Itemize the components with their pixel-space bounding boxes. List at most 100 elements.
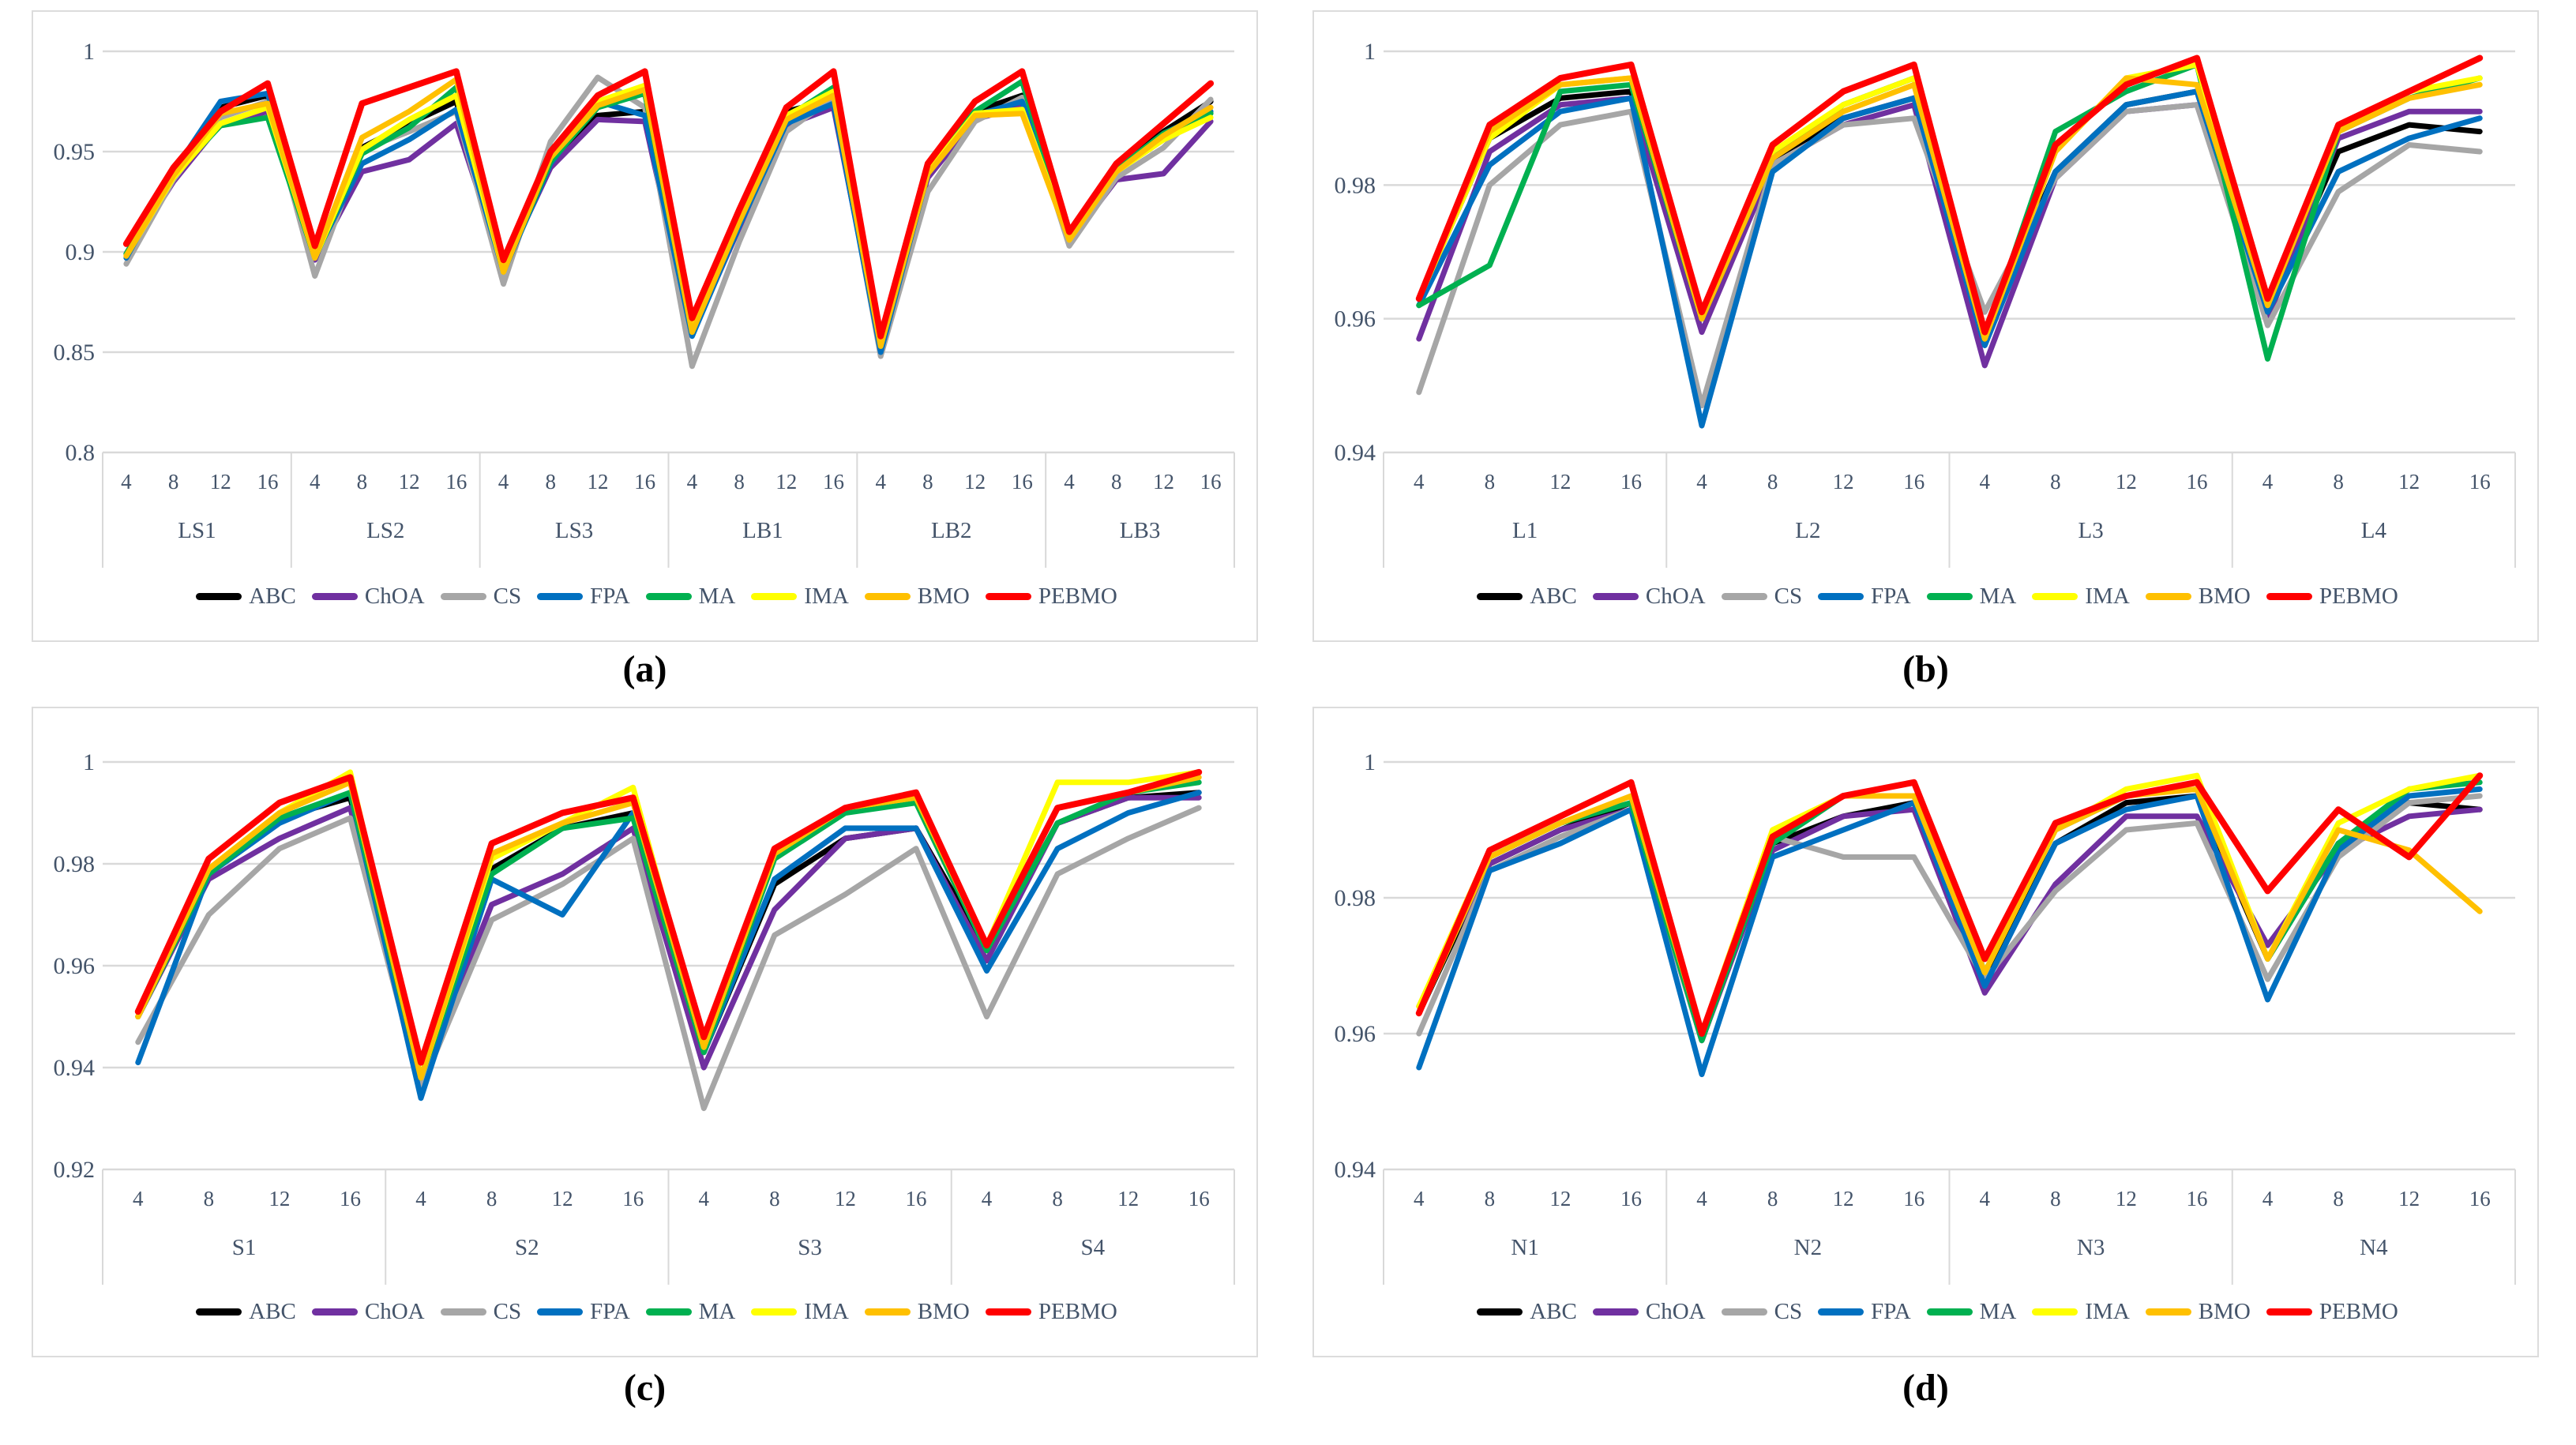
legend-swatch-ChOA xyxy=(1592,1308,1639,1316)
x-tick-label: 8 xyxy=(168,470,179,494)
series-line-PEBMO xyxy=(1415,54,2484,336)
x-group-label-N2: N2 xyxy=(1794,1235,1822,1260)
series-line-PEBMO xyxy=(1415,772,2484,1037)
legend-label-PEBMO: PEBMO xyxy=(1038,584,1117,609)
legend-item-ABC: ABC xyxy=(196,584,296,610)
series-line-PEBMO xyxy=(134,768,1203,1066)
legend-swatch-MA xyxy=(645,593,692,600)
legend-item-ABC: ABC xyxy=(196,1299,296,1325)
x-tick-label: 8 xyxy=(1485,1187,1496,1210)
x-tick-label: 4 xyxy=(1696,470,1707,494)
x-tick-label: 12 xyxy=(552,1187,573,1210)
legend-swatch-BMO xyxy=(864,1308,911,1316)
caption-b: (b) xyxy=(1902,648,1949,690)
legend-item-ChOA: ChOA xyxy=(311,1299,425,1325)
x-tick-label: 16 xyxy=(1903,1187,1924,1210)
x-tick-label: 4 xyxy=(1980,1187,1991,1210)
x-tick-label: 16 xyxy=(823,470,844,494)
legend-swatch-ChOA xyxy=(311,1308,358,1316)
series-line-CS xyxy=(135,805,1202,1112)
legend-label-ChOA: ChOA xyxy=(364,584,425,609)
legend-label-CS: CS xyxy=(1774,1299,1803,1324)
legend-swatch-MA xyxy=(1926,1308,1973,1316)
x-tick-label: 12 xyxy=(268,1187,290,1210)
x-tick-label: 16 xyxy=(2469,470,2491,494)
x-tick-label: 16 xyxy=(445,470,467,494)
legend-item-IMA: IMA xyxy=(751,584,849,610)
legend-label-FPA: FPA xyxy=(1871,1299,1911,1324)
y-axis-label-0.98: 0.98 xyxy=(1335,885,1376,911)
chart-a-legend: ABC ChOA CS FPA MA IMA BMO PEBMO xyxy=(81,584,1233,610)
x-tick-label: 4 xyxy=(1980,470,1991,494)
x-tick-label: 8 xyxy=(1485,470,1496,494)
x-tick-label: 16 xyxy=(2186,470,2207,494)
legend-item-ABC: ABC xyxy=(1477,584,1577,610)
y-axis-label-0.96: 0.96 xyxy=(1335,1021,1376,1047)
caption-d: (d) xyxy=(1902,1367,1949,1409)
x-tick-label: 12 xyxy=(1117,1187,1139,1210)
x-tick-label: 4 xyxy=(687,470,698,494)
y-axis-label-0.95: 0.95 xyxy=(54,139,96,165)
legend-label-ABC: ABC xyxy=(1530,584,1577,609)
y-axis-label-0.96: 0.96 xyxy=(54,953,96,979)
x-tick-label: 4 xyxy=(982,1187,993,1210)
legend-swatch-PEBMO xyxy=(985,1308,1031,1316)
legend-label-ABC: ABC xyxy=(1530,1299,1577,1324)
x-tick-label: 12 xyxy=(2116,470,2137,494)
legend-swatch-BMO xyxy=(2145,1308,2191,1316)
y-axis-label-0.94: 0.94 xyxy=(54,1055,96,1081)
legend-label-BMO: BMO xyxy=(2198,584,2251,609)
legend-swatch-CS xyxy=(440,593,486,600)
x-tick-label: 12 xyxy=(2116,1187,2137,1210)
chart-d-legend: ABC ChOA CS FPA MA IMA BMO PEBMO xyxy=(1361,1299,2514,1325)
legend-swatch-IMA xyxy=(2032,593,2078,600)
legend-item-MA: MA xyxy=(1926,584,2017,610)
legend-label-MA: MA xyxy=(698,1299,736,1324)
legend-item-PEBMO: PEBMO xyxy=(985,1299,1117,1325)
legend-label-MA: MA xyxy=(1979,584,2017,609)
y-axis-label-0.8: 0.8 xyxy=(66,440,96,466)
x-tick-label: 16 xyxy=(2186,1187,2207,1210)
legend-label-PEBMO: PEBMO xyxy=(1038,1299,1117,1324)
x-tick-label: 16 xyxy=(1903,470,1924,494)
y-axis-label-1: 1 xyxy=(1364,39,1376,65)
legend-swatch-IMA xyxy=(751,593,798,600)
legend-label-BMO: BMO xyxy=(917,1299,970,1324)
legend-item-ABC: ABC xyxy=(1477,1299,1577,1325)
x-tick-label: 4 xyxy=(699,1187,710,1210)
series-line-FPA xyxy=(1416,88,2483,429)
legend-swatch-BMO xyxy=(2145,593,2191,600)
x-tick-label: 16 xyxy=(622,1187,644,1210)
x-tick-label: 12 xyxy=(775,470,797,494)
x-group-label-L1: L1 xyxy=(1512,518,1538,543)
legend-item-CS: CS xyxy=(1721,584,1803,610)
x-tick-label: 12 xyxy=(964,470,986,494)
x-group-label-LB1: LB1 xyxy=(742,518,783,543)
y-axis-label-1: 1 xyxy=(83,39,95,65)
x-tick-label: 16 xyxy=(1200,470,1222,494)
chart-panel-d: 1 0.98 0.96 0.94 4 8 12 16 N1 4 8 12 16 N2 4 8 12 16 N3 4 8 1… xyxy=(1312,707,2539,1357)
x-group-label-L2: L2 xyxy=(1795,518,1820,543)
x-group-label-LB3: LB3 xyxy=(1120,518,1161,543)
x-group-label-LS1: LS1 xyxy=(178,518,216,543)
legend-item-IMA: IMA xyxy=(2032,584,2130,610)
x-group-label-S4: S4 xyxy=(1081,1235,1106,1260)
legend-item-BMO: BMO xyxy=(2145,584,2251,610)
y-axis-label-0.92: 0.92 xyxy=(54,1157,96,1183)
legend-swatch-CS xyxy=(1721,1308,1767,1316)
legend-swatch-PEBMO xyxy=(985,593,1031,600)
legend-item-IMA: IMA xyxy=(751,1299,849,1325)
legend-swatch-FPA xyxy=(1818,593,1864,600)
x-tick-label: 12 xyxy=(1549,1187,1571,1210)
legend-swatch-PEBMO xyxy=(2266,593,2312,600)
x-group-label-N1: N1 xyxy=(1511,1235,1538,1260)
legend-item-IMA: IMA xyxy=(2032,1299,2130,1325)
x-tick-label: 4 xyxy=(498,470,509,494)
x-tick-label: 12 xyxy=(1153,470,1174,494)
series-line-CS xyxy=(1416,102,2483,409)
x-tick-label: 8 xyxy=(2333,470,2344,494)
legend-label-CS: CS xyxy=(1774,584,1803,609)
legend-swatch-ChOA xyxy=(1592,593,1639,600)
x-tick-label: 8 xyxy=(769,1187,780,1210)
chart-panel-c: 1 0.98 0.96 0.94 0.92 4 8 12 16 S1 4 8 12 16 S2 4 8 12 16 S… xyxy=(32,707,1258,1357)
